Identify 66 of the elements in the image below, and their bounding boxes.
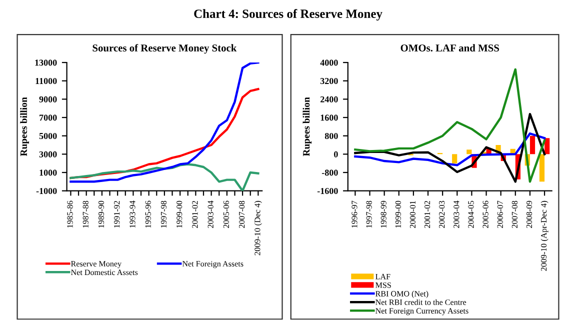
bar (544, 138, 550, 154)
y-tick-label: 5000 (39, 132, 57, 140)
x-tick-label: 1997-98 (366, 200, 372, 228)
bar (466, 150, 472, 154)
y-tick-label: 1000 (40, 170, 57, 176)
caption: Chart 4: Sources of Reserve Money (194, 9, 382, 21)
x-tick-label: 1985-86 (67, 200, 73, 228)
line-series (354, 132, 546, 166)
x-tick-label: 2003-04 (208, 200, 214, 228)
line-series (70, 163, 260, 191)
legend-label: Net RBI credit to the Centre (376, 299, 466, 305)
x-tick-label: 2002-03 (439, 200, 445, 228)
x-tick-label: 1993-94 (130, 200, 136, 228)
y-tick-label: 9000 (39, 96, 57, 102)
legend-label: Net Foreign Assets (182, 261, 244, 268)
line-series (354, 68, 546, 183)
y-tick-label: -1000 (36, 188, 57, 194)
legend-label: Net Domestic Assets (71, 270, 138, 276)
y-tick-label: -1600 (317, 188, 338, 194)
bar (539, 154, 545, 182)
legend-label: LAF (376, 274, 390, 280)
y-tick-label: 800 (324, 132, 338, 140)
x-tick-label: 2005-06 (223, 200, 230, 228)
x-tick-label: 2001-02 (192, 201, 198, 228)
x-tick-label: 2008-09 (526, 200, 532, 228)
bar (530, 136, 536, 154)
legend-label: MSS (376, 282, 391, 288)
legend-label: RBI OMO (Net) (376, 290, 428, 298)
x-tick-label: 1989-90 (98, 200, 104, 228)
bar (452, 154, 458, 164)
y-tick-label: 3200 (320, 78, 338, 84)
y-tick-label: 2400 (320, 96, 338, 102)
y-tick-label: 13000 (35, 60, 57, 66)
y-axis-title: Rupees billion (302, 97, 312, 156)
y-tick-label: 0 (334, 151, 338, 158)
x-tick-label: 1991-92 (114, 201, 120, 228)
y-tick-label: 11000 (36, 78, 57, 84)
line-series (70, 62, 260, 183)
x-tick-label: 1996-97 (352, 200, 358, 228)
legend-label: Net Foreign Currency Assets (376, 308, 468, 316)
x-tick-label: 1987-88 (82, 200, 88, 228)
x-tick-label: 2004-05 (468, 200, 474, 228)
y-tick-label: 1600 (320, 114, 338, 121)
x-tick-label: 2003-04 (454, 200, 460, 228)
y-tick-label: 4000 (320, 60, 338, 66)
x-tick-label: 2007-08 (512, 200, 518, 228)
x-tick-label: 2005-06 (482, 200, 488, 228)
x-tick-label: 2009-10 (Dec 4) (254, 200, 262, 256)
chart-title: OMOs. LAF and MSS (400, 44, 499, 52)
x-tick-label: 1999-00 (395, 200, 401, 228)
x-tick-label: 2006-07 (497, 200, 503, 228)
line-series (354, 112, 546, 183)
y-tick-label: -800 (322, 170, 338, 176)
x-tick-label: 1999-00 (176, 200, 182, 228)
x-tick-label: 1997-98 (160, 200, 167, 228)
x-tick-label: 1998-99 (380, 200, 386, 228)
y-tick-label: 3000 (39, 151, 57, 158)
x-tick-label: 2001-02 (424, 201, 430, 228)
x-tick-label: 2000-01 (410, 201, 416, 228)
y-axis-title: Rupees billion (20, 97, 29, 156)
x-tick-label: 2009-10 (Apr-Dec 4) (540, 200, 548, 271)
x-tick-label: 2007-08 (239, 200, 245, 228)
chart-title: Sources of Reserve Money Stock (92, 44, 237, 54)
legend-label: Reserve Money (71, 261, 122, 268)
x-tick-label: 1995-96 (145, 200, 151, 228)
y-tick-label: 7000 (40, 114, 57, 121)
